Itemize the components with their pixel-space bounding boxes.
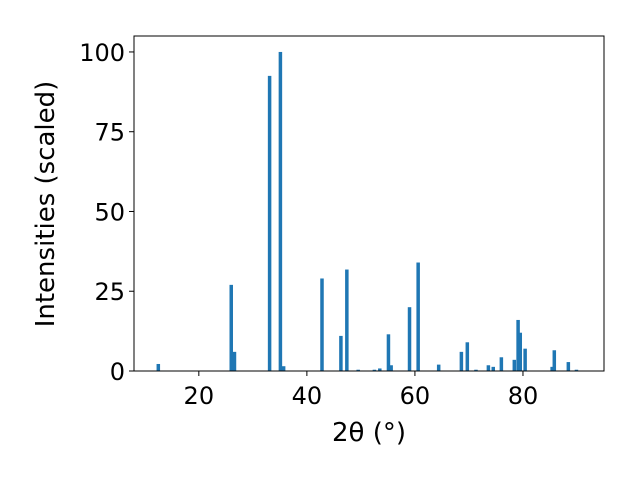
bar: [378, 368, 382, 371]
bar: [566, 362, 571, 371]
bar: [232, 351, 237, 371]
plot-frame: [133, 35, 605, 372]
y-tick-label: 75: [94, 119, 125, 147]
bar: [339, 335, 343, 371]
bar: [229, 284, 233, 371]
bar: [278, 51, 283, 371]
bar: [518, 332, 523, 371]
bar: [486, 365, 491, 371]
bar: [320, 278, 324, 371]
x-ticks-group: 20 40 60 80: [184, 371, 539, 410]
bar: [491, 366, 495, 371]
y-tick-label: 50: [94, 198, 125, 226]
x-tick-label: 20: [184, 382, 215, 410]
bar: [550, 366, 554, 371]
x-tick-label: 60: [400, 382, 431, 410]
y-tick-label: 100: [79, 39, 125, 67]
bar: [156, 363, 161, 371]
y-axis-label: Intensities (scaled): [31, 81, 61, 328]
bar: [499, 357, 504, 371]
bar: [372, 369, 377, 371]
bar: [267, 75, 272, 371]
bar: [523, 348, 527, 371]
bar: [436, 364, 441, 371]
bar: [574, 369, 579, 371]
bar: [345, 269, 349, 371]
bar: [281, 366, 286, 371]
y-tick-label: 0: [110, 358, 125, 386]
x-tick-label: 40: [292, 382, 323, 410]
bar: [407, 307, 412, 371]
bars-group: [156, 51, 579, 371]
bar: [459, 351, 464, 371]
x-axis-label: 2θ (°): [332, 418, 406, 448]
bar: [474, 369, 478, 371]
y-ticks-group: 0 25 50 75 100: [79, 39, 134, 386]
x-tick-label: 80: [508, 382, 539, 410]
y-tick-label: 25: [94, 278, 125, 306]
bar: [416, 262, 420, 371]
bar: [512, 359, 517, 371]
bar: [356, 369, 360, 371]
bar: [516, 319, 520, 371]
bar: [386, 334, 391, 371]
bar: [552, 350, 557, 371]
bar: [465, 342, 470, 371]
bar: [389, 365, 393, 371]
